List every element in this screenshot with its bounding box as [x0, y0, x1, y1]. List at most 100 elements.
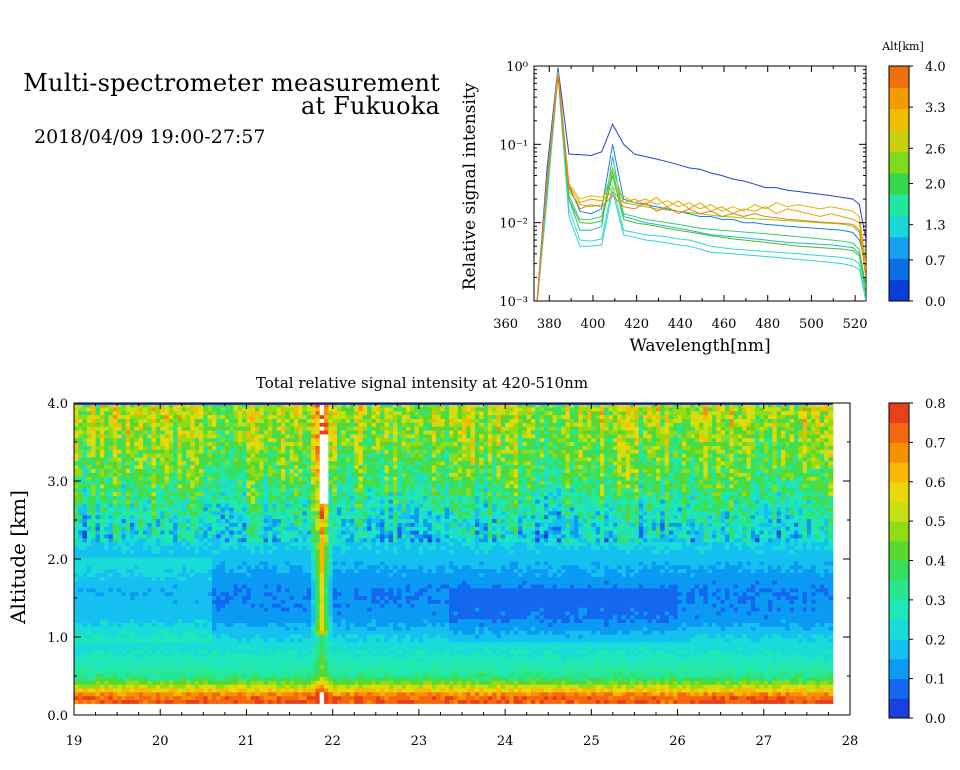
heatmap-cell [104, 660, 110, 666]
heatmap-cell [336, 607, 342, 612]
heatmap-cell [199, 522, 204, 527]
heatmap-cell [117, 437, 123, 443]
heatmap-cell [319, 464, 325, 470]
heatmap-cell [121, 637, 127, 643]
heatmap-cell [91, 487, 97, 493]
heatmap-cell [255, 580, 260, 585]
heatmap-cell [147, 568, 153, 573]
heatmap-cell [242, 653, 248, 658]
heatmap-cell [138, 680, 144, 685]
heatmap-cell [134, 626, 140, 631]
heatmap-cell [82, 553, 88, 558]
heatmap-cell [229, 541, 235, 547]
heatmap-cell [134, 449, 140, 454]
heatmap-cell [319, 441, 325, 446]
heatmap-cell [138, 483, 144, 489]
heatmap-cell [190, 526, 196, 531]
heatmap-cell [181, 530, 187, 535]
heatmap-cell [220, 568, 226, 573]
heatmap-cell [293, 533, 299, 539]
heatmap-cell [160, 472, 166, 477]
heatmap-cell [138, 583, 144, 589]
heatmap-cell [86, 422, 92, 427]
heatmap-cell [121, 610, 127, 616]
heatmap-cell [328, 553, 334, 558]
heatmap-cell [280, 510, 286, 516]
heatmap-cell [194, 441, 200, 446]
heatmap-cell [280, 610, 286, 616]
heatmap-cell [125, 607, 131, 612]
heatmap-cell [220, 610, 226, 616]
heatmap-cell [117, 545, 123, 550]
heatmap-cell [190, 614, 196, 620]
heatmap-cell [104, 437, 110, 443]
heatmap-cell [177, 603, 183, 608]
heatmap-cell [224, 634, 230, 639]
heatmap-cell [138, 618, 144, 624]
heatmap-cell [259, 637, 265, 643]
heatmap-cell [237, 456, 243, 462]
heatmap-cell [151, 634, 157, 639]
heatmap-cell [134, 491, 140, 496]
heatmap-cell [216, 472, 222, 477]
heatmap-cell [268, 557, 273, 562]
heatmap-cell [250, 537, 256, 543]
heatmap-cell [211, 406, 217, 412]
heatmap-cell [250, 414, 256, 419]
heatmap-cell [246, 618, 252, 624]
heatmap-cell [108, 495, 114, 500]
heatmap-cell [302, 410, 308, 416]
heatmap-cell [130, 526, 135, 531]
heatmap-cell [190, 680, 196, 685]
heatmap-cell [216, 468, 222, 473]
heatmap-cell [104, 595, 110, 600]
heatmap-cell [164, 583, 170, 589]
heatmap-cell [134, 541, 140, 547]
heatmap-cell [190, 541, 196, 547]
heatmap-cell [199, 560, 204, 566]
heatmap-cell [336, 622, 342, 627]
heatmap-cell [142, 426, 148, 431]
heatmap-cell [82, 445, 88, 450]
heatmap-cell [151, 680, 157, 685]
heatmap-cell [104, 422, 110, 427]
heatmap-cell [186, 645, 191, 650]
heatmap-cell [332, 487, 338, 493]
heatmap-cell [259, 530, 265, 535]
heatmap-cell [199, 506, 204, 512]
heatmap-cell [237, 645, 243, 650]
heatmap-cell [142, 476, 148, 481]
heatmap-cell [164, 622, 170, 627]
heatmap-cell [142, 583, 148, 589]
heatmap-cell [130, 410, 135, 416]
heatmap-cell [147, 695, 153, 701]
heatmap-cell [229, 476, 235, 481]
heatmap-cell [328, 522, 334, 527]
heatmap-cell [99, 537, 105, 543]
heatmap-cell [99, 433, 105, 439]
heatmap-cell [155, 557, 161, 562]
heatmap-cell [293, 687, 299, 693]
heatmap-cell [302, 699, 308, 704]
heatmap-cell [186, 637, 191, 643]
heatmap-cell [134, 445, 140, 450]
heatmap-cell [289, 641, 295, 647]
heatmap-cell [194, 684, 200, 689]
heatmap-cell [134, 510, 140, 516]
heatmap-cell [233, 580, 239, 585]
heatmap-cell [142, 545, 148, 550]
heatmap-cell [328, 591, 334, 597]
heatmap-cell [121, 464, 127, 470]
heatmap-cell [229, 607, 235, 612]
heatmap-cell [298, 483, 304, 489]
heatmap-cell [121, 695, 127, 701]
heatmap-cell [224, 595, 230, 600]
heatmap-cell [280, 591, 286, 597]
heatmap-cell [328, 587, 334, 593]
heatmap-cell [91, 414, 97, 419]
heatmap-cell [237, 464, 243, 470]
heatmap-cell [74, 403, 79, 408]
heatmap-cell [302, 595, 308, 600]
heatmap-cell [190, 549, 196, 554]
heatmap-cell [91, 687, 97, 693]
